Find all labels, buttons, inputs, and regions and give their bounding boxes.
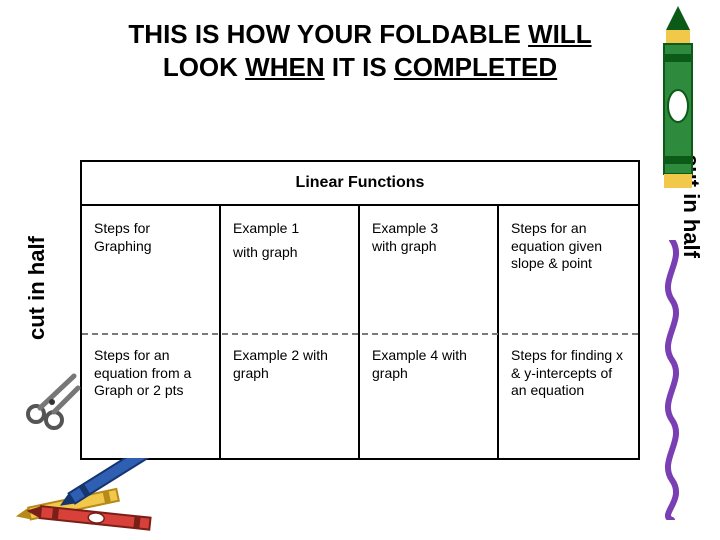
scissors-icon xyxy=(22,370,82,430)
cell-r2c4: Steps for finding x & y-intercepts of an… xyxy=(499,333,638,460)
foldable-grid: Steps for Graphing Example 1 with graph … xyxy=(82,206,638,460)
cell-r1c3-line2: with graph xyxy=(372,238,487,256)
page-title: THIS IS HOW YOUR FOLDABLE WILL LOOK WHEN… xyxy=(0,0,720,91)
cell-r1c3-line1: Example 3 xyxy=(372,220,487,238)
foldable-header-text: Linear Functions xyxy=(296,174,425,192)
cell-r1c1-text: Steps for Graphing xyxy=(94,220,152,254)
cell-r2c3-text: Example 4 with graph xyxy=(372,347,467,381)
cell-r1c4-text: Steps for an equation given slope & poin… xyxy=(511,220,602,271)
cell-r2c2-text: Example 2 with graph xyxy=(233,347,328,381)
foldable-diagram: Linear Functions Steps for Graphing Exam… xyxy=(80,160,640,460)
title-line2-mid: IT IS xyxy=(325,52,394,82)
crayon-green-icon xyxy=(658,6,698,196)
cell-r1c2-line1: Example 1 xyxy=(233,220,348,238)
cell-r2c1-text: Steps for an equation from a Graph or 2 … xyxy=(94,347,191,398)
foldable-header: Linear Functions xyxy=(82,162,638,206)
cell-r1c1: Steps for Graphing xyxy=(82,206,221,333)
squiggle-purple-icon xyxy=(658,240,686,520)
cell-r1c3: Example 3 with graph xyxy=(360,206,499,333)
cut-label-left: cut in half xyxy=(24,236,50,340)
cell-r1c2: Example 1 with graph xyxy=(221,206,360,333)
cell-r1c2-line2: with graph xyxy=(233,244,348,262)
cell-r2c3: Example 4 with graph xyxy=(360,333,499,460)
crayons-bottom-icon xyxy=(6,458,186,538)
cell-r2c1: Steps for an equation from a Graph or 2 … xyxy=(82,333,221,460)
title-line2-underline1: WHEN xyxy=(245,52,324,82)
cell-r1c4: Steps for an equation given slope & poin… xyxy=(499,206,638,333)
title-line2-underline2: COMPLETED xyxy=(394,52,557,82)
cell-r2c4-text: Steps for finding x & y-intercepts of an… xyxy=(511,347,623,398)
title-line1-pre: THIS IS HOW YOUR FOLDABLE xyxy=(128,19,528,49)
cell-r2c2: Example 2 with graph xyxy=(221,333,360,460)
title-line1-underline: WILL xyxy=(528,19,592,49)
title-line2-pre: LOOK xyxy=(163,52,245,82)
